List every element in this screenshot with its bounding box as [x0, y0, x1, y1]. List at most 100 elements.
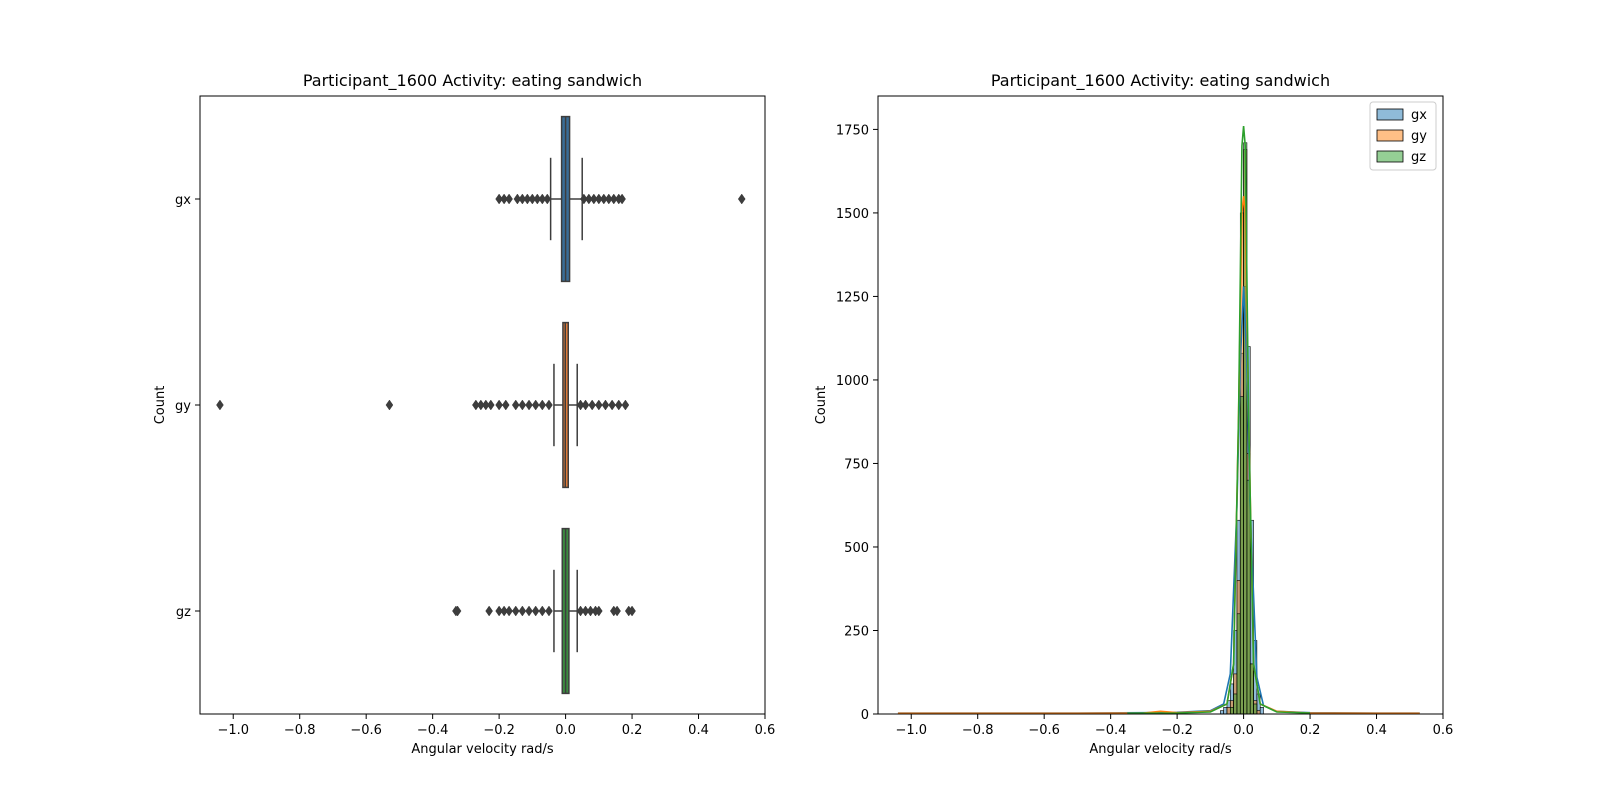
histogram-kde-line-gx [897, 286, 1420, 714]
histogram-y-tick-label: 1000 [836, 374, 869, 389]
box-outlier-gy [482, 399, 490, 411]
box-outlier-gy [621, 399, 630, 411]
box-outlier-gz [500, 605, 508, 617]
box-gy [216, 321, 630, 489]
histogram-y-tick-label: 1250 [836, 290, 869, 305]
histogram-title: Participant_1600 Activity: eating sandwi… [991, 71, 1330, 91]
boxplot-x-axis-label: Angular velocity rad/s [411, 742, 554, 757]
box-outlier-gz [511, 605, 520, 617]
histogram-x-tick-label: −0.6 [1028, 723, 1060, 738]
histogram-y-tick-label: 500 [844, 541, 869, 556]
histogram-bar-gx [1220, 710, 1224, 715]
box-outlier-gx [505, 193, 513, 205]
legend: gx gy gz [1369, 101, 1437, 171]
box-outlier-gz [525, 605, 533, 617]
histogram-y-tick-label: 0 [861, 708, 869, 723]
box-outlier-gz [545, 605, 553, 617]
box-outlier-gy [472, 399, 480, 411]
box-outlier-gy [608, 399, 616, 411]
box-outlier-gx [538, 193, 547, 205]
legend-label-gz: gz [1411, 150, 1426, 165]
histogram-x-ticks: −1.0 −0.8 −0.6 −0.4 −0.2 0.0 0.2 0.4 0.6 [895, 714, 1453, 738]
box-outlier-gz [485, 605, 493, 617]
histogram-panel: Participant_1600 Activity: eating sandwi… [814, 71, 1453, 757]
boxplot-x-tick-label: 0.4 [688, 723, 709, 738]
boxplot-x-tick-label: −0.6 [350, 723, 382, 738]
histogram-x-tick-label: 0.6 [1433, 723, 1454, 738]
box-outlier-gy [581, 399, 590, 411]
legend-swatch-gy [1376, 129, 1404, 142]
box-outlier-gz [531, 605, 540, 617]
histogram-plot-area [897, 125, 1420, 715]
boxplot-y-tick-label-gx: gx [175, 193, 191, 208]
boxplot-x-tick-label: −0.4 [417, 723, 449, 738]
legend-label-gx: gx [1411, 108, 1427, 123]
box-outlier-gx [528, 193, 537, 205]
box-outlier-gx [618, 193, 626, 205]
histogram-bar-gz [1229, 707, 1234, 715]
box-outlier-gz [453, 605, 462, 617]
box-outlier-gz [576, 605, 585, 617]
histogram-bar-gy [1256, 710, 1261, 715]
box-outlier-gy [487, 399, 495, 411]
box-outlier-gz [613, 605, 621, 617]
boxplot-x-tick-label: −0.2 [483, 723, 515, 738]
histogram-x-tick-label: 0.2 [1300, 723, 1321, 738]
box-outlier-gz [495, 605, 503, 617]
box-outlier-gy [588, 399, 596, 411]
legend-item-gz: gz [1376, 150, 1426, 165]
box-outlier-gy [614, 399, 623, 411]
boxplot-y-tick-label-gz: gz [176, 605, 191, 620]
histogram-bar-gx [1259, 707, 1264, 715]
box-outlier-gx [518, 193, 527, 205]
box-outlier-gx [600, 193, 608, 205]
box-outlier-gx [500, 193, 508, 205]
box-outlier-gx [604, 193, 613, 205]
boxplot-x-tick-label: 0.6 [755, 723, 776, 738]
box-outlier-gy [518, 399, 527, 411]
histogram-bar-gy [1226, 707, 1231, 715]
box-gx [495, 115, 746, 283]
box-outlier-gy [216, 399, 224, 411]
box-outlier-gx [585, 193, 593, 205]
box-outlier-gx [580, 193, 588, 205]
boxplot-x-tick-label: 0.2 [622, 723, 643, 738]
histogram-x-tick-label: −0.4 [1095, 723, 1127, 738]
legend-item-gx: gx [1376, 108, 1427, 123]
histogram-kde-line-gz [1127, 125, 1311, 715]
box-outlier-gz [628, 605, 636, 617]
legend-label-gy: gy [1411, 129, 1427, 144]
box-outlier-gy [601, 399, 610, 411]
box-outlier-gx [533, 193, 542, 205]
box-outlier-gy [385, 399, 394, 411]
box-outlier-gy [531, 399, 540, 411]
box-outlier-gy [545, 399, 553, 411]
box-outlier-gy [511, 399, 520, 411]
histogram-x-tick-label: −0.2 [1161, 723, 1193, 738]
boxplot-x-tick-label: −1.0 [217, 723, 249, 738]
boxplot-plot-area [216, 115, 746, 695]
box-outlier-gz [581, 605, 590, 617]
histogram-bar-gz [1253, 703, 1258, 715]
box-outlier-gy [525, 399, 533, 411]
box-outlier-gy [495, 399, 503, 411]
box-gz [452, 527, 636, 695]
boxplot-y-tick-label-gy: gy [175, 399, 191, 414]
histogram-x-tick-label: 0.0 [1233, 723, 1254, 738]
legend-swatch-gz [1376, 150, 1404, 163]
box-outlier-gz [586, 605, 595, 617]
histogram-y-tick-label: 750 [844, 457, 869, 472]
legend-swatch-gx [1376, 108, 1404, 121]
boxplot-x-ticks: −1.0 −0.8 −0.6 −0.4 −0.2 0.0 0.2 0.4 0.6 [217, 714, 775, 738]
histogram-y-tick-label: 1750 [836, 123, 869, 138]
box-outlier-gx [590, 193, 598, 205]
histogram-y-axis-label: Count [814, 386, 829, 425]
histogram-frame [877, 95, 1444, 715]
histogram-y-ticks: 0 250 500 750 1000 1250 1500 1750 [836, 123, 878, 723]
histogram-bar-gz [1239, 396, 1244, 715]
histogram-bar-gz [1249, 663, 1254, 715]
box-outlier-gy [538, 399, 547, 411]
histogram-x-tick-label: −0.8 [962, 723, 994, 738]
box-outlier-gx [595, 193, 603, 205]
